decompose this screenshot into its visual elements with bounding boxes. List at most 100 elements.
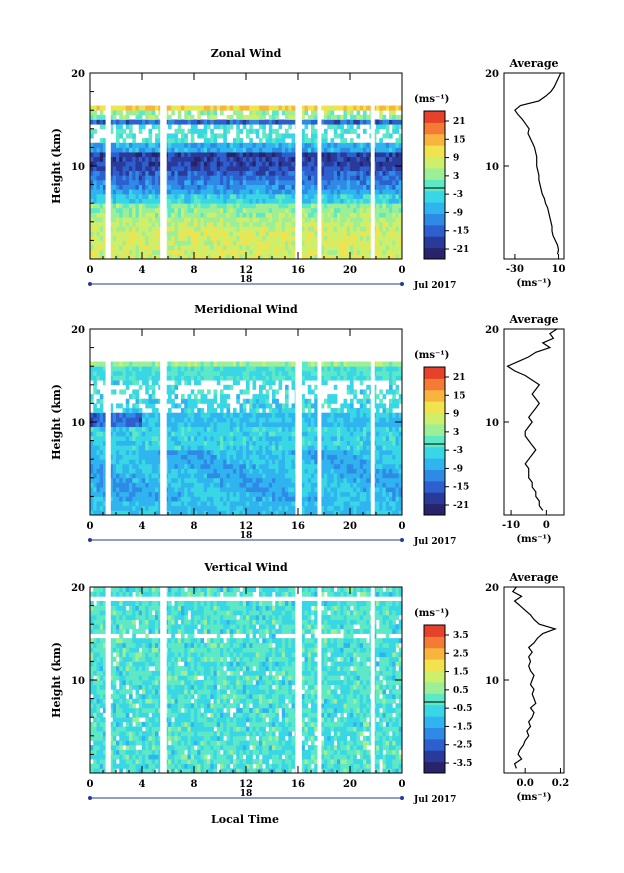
heatmap-cell	[346, 156, 351, 162]
heatmap-cell	[226, 203, 231, 209]
heatmap-cell	[129, 496, 133, 502]
heatmap-cell	[307, 254, 312, 260]
heatmap-cell	[90, 445, 94, 451]
heatmap-cell	[135, 375, 140, 381]
heatmap-cell	[242, 473, 247, 479]
heatmap-cell	[311, 203, 315, 209]
heatmap-cell	[330, 217, 335, 223]
heatmap-cell	[356, 166, 361, 172]
heatmap-cell	[236, 380, 240, 386]
heatmap-cell	[151, 370, 156, 376]
heatmap-cell	[233, 505, 237, 511]
heatmap-cell	[356, 119, 361, 125]
heatmap-cell	[168, 133, 172, 139]
heatmap-cell	[148, 226, 153, 232]
heatmap-cell	[262, 114, 266, 120]
heatmap-cell	[252, 412, 257, 418]
heatmap-cell	[255, 110, 260, 116]
heatmap-cell	[333, 249, 338, 255]
heatmap-cell	[99, 366, 104, 372]
heatmap-cell	[99, 198, 104, 204]
heatmap-cell	[223, 366, 227, 372]
heatmap-cell	[90, 184, 94, 190]
heatmap-cell	[158, 226, 162, 232]
heatmap-cell	[220, 422, 224, 428]
heatmap-cell	[229, 361, 234, 367]
heatmap-cell	[223, 491, 227, 497]
heatmap-cell	[272, 487, 276, 493]
heatmap-cell	[138, 170, 143, 176]
heatmap-cell	[216, 440, 221, 446]
heatmap-cell	[246, 361, 250, 367]
heatmap-cell	[168, 482, 172, 488]
heatmap-cell	[246, 128, 250, 134]
heatmap-cell	[382, 147, 387, 153]
heatmap-cell	[330, 189, 335, 195]
heatmap-cell	[99, 226, 104, 232]
heatmap-cell	[275, 408, 279, 414]
heatmap-cell	[239, 454, 244, 460]
heatmap-cell	[366, 119, 370, 125]
heatmap-cell	[187, 380, 192, 386]
heatmap-cell	[213, 138, 218, 144]
heatmap-cell	[233, 170, 237, 176]
heatmap-cell	[275, 459, 279, 465]
heatmap-cell	[242, 463, 247, 469]
heatmap-cell	[268, 226, 273, 232]
data-gap	[160, 73, 167, 259]
heatmap-cell	[285, 119, 289, 125]
heatmap-cell	[389, 184, 393, 190]
heatmap-cell	[285, 179, 289, 185]
heatmap-cell	[216, 105, 221, 111]
heatmap-cell	[395, 235, 400, 241]
heatmap-cell	[197, 454, 201, 460]
heatmap-cell	[158, 501, 162, 507]
heatmap-cell	[262, 482, 266, 488]
heatmap-cell	[249, 221, 253, 227]
heatmap-cell	[174, 426, 179, 432]
heatmap-cell	[190, 491, 195, 497]
heatmap-cell	[194, 435, 198, 441]
heatmap-cell	[200, 482, 205, 488]
heatmap-cell	[119, 226, 123, 232]
heatmap-cell	[142, 487, 146, 493]
heatmap-cell	[190, 198, 195, 204]
heatmap-cell	[174, 133, 179, 139]
heatmap-cell	[158, 142, 162, 148]
heatmap-cell	[363, 184, 367, 190]
heatmap-cell	[366, 152, 370, 158]
heatmap-cell	[216, 496, 221, 502]
heatmap-cell	[242, 166, 247, 172]
heatmap-cell	[148, 170, 153, 176]
heatmap-cell	[281, 366, 286, 372]
heatmap-cell	[262, 110, 266, 116]
heatmap-cell	[138, 235, 143, 241]
heatmap-cell	[184, 231, 188, 237]
heatmap-cell	[346, 179, 351, 185]
heatmap-cell	[350, 119, 354, 125]
heatmap-cell	[255, 166, 260, 172]
heatmap-cell	[119, 449, 123, 455]
heatmap-cell	[223, 510, 227, 516]
heatmap-cell	[174, 449, 179, 455]
heatmap-cell	[278, 440, 283, 446]
heatmap-cell	[184, 193, 188, 199]
heatmap-cell	[129, 161, 133, 167]
heatmap-cell	[314, 133, 318, 139]
heatmap-cell	[259, 245, 263, 251]
heatmap-cell	[246, 440, 250, 446]
heatmap-cell	[265, 119, 270, 125]
heatmap-cell	[125, 435, 130, 441]
heatmap-cell	[285, 114, 289, 120]
heatmap-cell	[304, 105, 309, 111]
heatmap-cell	[268, 138, 273, 144]
heatmap-cell	[356, 170, 361, 176]
heatmap-cell	[395, 240, 400, 246]
heatmap-cell	[174, 380, 179, 386]
heatmap-cell	[275, 422, 279, 428]
heatmap-cell	[125, 510, 130, 516]
heatmap-cell	[385, 170, 390, 176]
heatmap-cell	[132, 426, 136, 432]
heatmap-cell	[181, 166, 185, 172]
heatmap-cell	[200, 398, 205, 404]
